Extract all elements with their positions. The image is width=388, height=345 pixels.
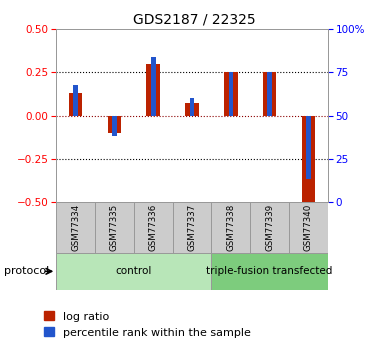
Text: triple-fusion transfected: triple-fusion transfected [206, 266, 333, 276]
Bar [108, 116, 121, 133]
Bar [134, 202, 173, 253]
Bar [267, 72, 272, 116]
Bar [289, 202, 328, 253]
Text: GSM77339: GSM77339 [265, 204, 274, 251]
Bar [151, 57, 156, 116]
Text: GSM77340: GSM77340 [304, 204, 313, 251]
Bar [211, 202, 250, 253]
Text: GDS2187 / 22325: GDS2187 / 22325 [133, 12, 255, 26]
Bar [250, 202, 289, 253]
Bar [56, 253, 211, 290]
Bar [224, 72, 237, 116]
Bar [302, 116, 315, 202]
Bar [56, 202, 95, 253]
Bar [112, 116, 117, 136]
Text: control: control [116, 266, 152, 276]
Bar [190, 98, 194, 116]
Text: GSM77338: GSM77338 [226, 204, 236, 251]
Bar [173, 202, 211, 253]
Bar [185, 104, 199, 116]
Bar [263, 72, 276, 116]
Legend: log ratio, percentile rank within the sample: log ratio, percentile rank within the sa… [44, 311, 251, 338]
Text: GSM77336: GSM77336 [149, 204, 158, 251]
Bar [95, 202, 134, 253]
Bar [69, 93, 82, 116]
Text: GSM77337: GSM77337 [187, 204, 197, 251]
Bar [211, 253, 328, 290]
Text: protocol: protocol [4, 266, 49, 276]
Bar [147, 64, 160, 116]
Bar [73, 85, 78, 116]
Text: GSM77334: GSM77334 [71, 204, 80, 251]
Bar [306, 116, 311, 179]
Text: GSM77335: GSM77335 [110, 204, 119, 251]
Bar [229, 72, 233, 116]
